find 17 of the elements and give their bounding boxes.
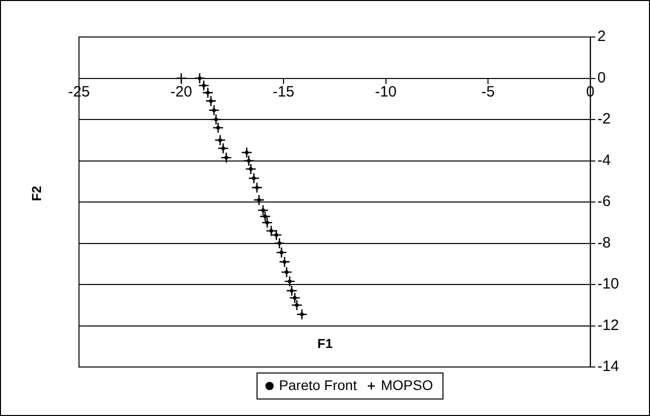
y-tick-label: -12 [597,316,620,334]
x-tick-label: -20 [170,83,192,100]
y-tick-label: -14 [597,358,620,376]
x-axis-title: F1 [316,336,334,351]
x-tick-label: -10 [374,83,397,100]
y-tick-label: 2 [597,28,606,46]
y-tick-label: -6 [597,193,611,210]
y-tick-label: 0 [597,69,606,86]
legend-label: Pareto Front [279,376,357,393]
legend-label: MOPSO [380,376,434,393]
y-axis-title: F2 [29,186,44,202]
y-tick-label: -10 [597,276,620,293]
y-tick-label: -2 [597,110,611,128]
x-tick-label: -15 [272,83,294,100]
y-tick-label: -8 [597,234,611,252]
y-tick-label: -4 [597,152,611,169]
x-tick-label: -5 [481,83,495,100]
